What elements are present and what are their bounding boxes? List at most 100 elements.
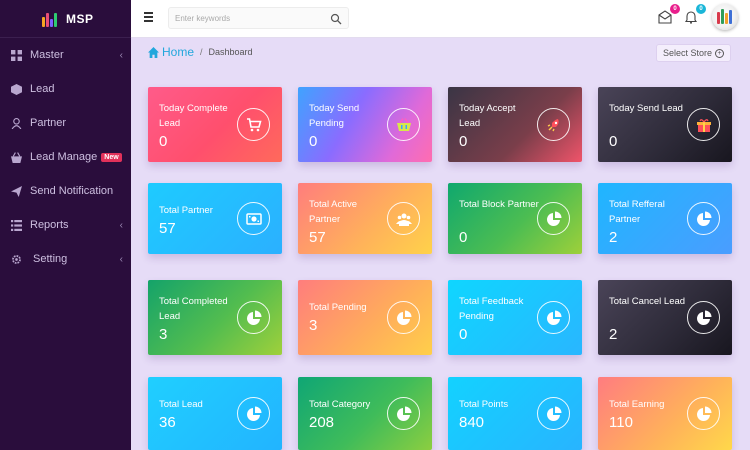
stat-card[interactable]: Today Complete Lead 0: [148, 87, 282, 162]
basket-icon: [10, 151, 22, 163]
search-icon[interactable]: [330, 12, 342, 25]
avatar[interactable]: [712, 4, 738, 30]
pie-icon: [537, 202, 570, 235]
sidebar-item-label: Send Notification: [30, 185, 114, 197]
stat-card[interactable]: Total Points 840: [448, 377, 582, 450]
topbar: 0 0: [131, 0, 750, 38]
stat-card-title: Today Accept Lead: [459, 103, 516, 129]
notification-button[interactable]: 0: [684, 4, 706, 26]
stat-card-title: Total Category: [309, 399, 371, 410]
select-store-button[interactable]: Select Store +: [655, 44, 731, 62]
stat-card-title: Total Partner: [159, 205, 213, 216]
stat-card[interactable]: Total Pending 3: [298, 280, 432, 355]
home-icon: [148, 46, 159, 58]
sidebar-item-label: Reports: [30, 219, 69, 231]
sidebar-item-label: Partner: [30, 117, 67, 129]
stat-card-value: 0: [459, 133, 468, 150]
mail-button[interactable]: 0: [658, 4, 680, 26]
brand-name: MSP: [66, 11, 94, 26]
basket-icon: [387, 108, 420, 141]
sidebar-item-label: Lead: [30, 83, 55, 95]
sidebar-item-master[interactable]: Master ‹: [0, 38, 131, 72]
sidebar-nav: Master ‹ Lead Partner Lead Manage New Se…: [0, 38, 131, 276]
stat-card[interactable]: Today Send Pending 0: [298, 87, 432, 162]
sidebar: MSP Master ‹ Lead Partner Lead Manage Ne…: [0, 0, 131, 450]
stat-card-value: 57: [159, 220, 176, 237]
brand-logo: [42, 11, 58, 27]
breadcrumb-home-link[interactable]: Home: [162, 45, 195, 59]
stat-card-value: 2: [609, 229, 618, 246]
stat-card[interactable]: Total Block Partner 0: [448, 183, 582, 254]
sidebar-item-partner[interactable]: Partner: [0, 106, 131, 140]
stat-card-value: 0: [309, 133, 318, 150]
gear-icon: [10, 253, 22, 265]
stat-card-value: 3: [159, 326, 168, 343]
brand[interactable]: MSP: [0, 0, 131, 38]
sidebar-item-reports[interactable]: Reports ‹: [0, 208, 131, 242]
select-store-label: Select Store: [662, 48, 712, 58]
stat-card[interactable]: Today Send Lead 0: [598, 87, 732, 162]
sidebar-item-label: Setting: [33, 253, 68, 265]
breadcrumb-separator: /: [200, 47, 203, 57]
sidebar-item-label: Master: [30, 49, 64, 61]
stat-card[interactable]: Total Category 208: [298, 377, 432, 450]
gift-icon: [687, 108, 720, 141]
stat-card[interactable]: Total Feedback Pending 0: [448, 280, 582, 355]
pie-icon: [537, 397, 570, 430]
stat-card[interactable]: Total Completed Lead 3: [148, 280, 282, 355]
stat-card-title: Today Send Pending: [309, 103, 360, 129]
stat-card-title: Total Points: [459, 399, 509, 410]
stat-card-title: Total Cancel Lead: [609, 296, 686, 307]
stat-card[interactable]: Total Active Partner 57: [298, 183, 432, 254]
user-icon: [10, 117, 22, 129]
pie-icon: [387, 301, 420, 334]
menu-toggle-icon[interactable]: [144, 12, 153, 22]
pie-icon: [387, 397, 420, 430]
mail-icon: [658, 10, 672, 24]
stat-card[interactable]: Today Accept Lead 0: [448, 87, 582, 162]
stat-card-value: 2: [609, 326, 618, 343]
stat-card[interactable]: Total Earning 110: [598, 377, 732, 450]
bell-icon: [684, 11, 698, 24]
stat-card-title: Total Block Partner: [459, 199, 539, 210]
pie-icon: [687, 202, 720, 235]
stat-card-value: 0: [459, 326, 468, 343]
pie-icon: [237, 397, 270, 430]
chevron-left-icon: ‹: [119, 253, 123, 265]
search-input[interactable]: [169, 8, 319, 29]
cart-icon: [237, 108, 270, 141]
stat-card-title: Total Earning: [609, 399, 665, 410]
sidebar-item-send-notification[interactable]: Send Notification: [0, 174, 131, 208]
pie-icon: [537, 301, 570, 334]
grid-icon: [10, 49, 22, 61]
sidebar-item-setting[interactable]: Setting ‹: [0, 242, 131, 276]
group-icon: [387, 202, 420, 235]
breadcrumb-current: Dashboard: [208, 47, 253, 57]
stat-card-title: Total Pending: [309, 302, 367, 313]
notification-count-badge: 0: [696, 4, 706, 14]
stat-card[interactable]: Total Refferal Partner 2: [598, 183, 732, 254]
stat-card-value: 36: [159, 414, 176, 431]
chevron-left-icon: ‹: [119, 219, 123, 231]
list-icon: [10, 219, 22, 231]
stat-card-title: Today Send Lead: [609, 103, 683, 114]
stat-card-value: 840: [459, 414, 485, 431]
stat-card-value: 57: [309, 229, 326, 246]
stat-card-title: Total Completed Lead: [159, 296, 228, 322]
breadcrumb: Home / Dashboard: [148, 45, 253, 59]
stat-card-title: Total Refferal Partner: [609, 199, 665, 225]
stat-card-value: 0: [159, 133, 168, 150]
rocket-icon: [537, 108, 570, 141]
sidebar-item-lead[interactable]: Lead: [0, 72, 131, 106]
stat-card[interactable]: Total Cancel Lead 2: [598, 280, 732, 355]
search-box: [168, 7, 349, 29]
plus-circle-icon: +: [715, 48, 724, 58]
pie-icon: [687, 397, 720, 430]
pie-icon: [237, 301, 270, 334]
cube-icon: [10, 83, 22, 95]
sidebar-item-lead-manage[interactable]: Lead Manage New: [0, 140, 131, 174]
money-icon: [237, 202, 270, 235]
stat-card[interactable]: Total Lead 36: [148, 377, 282, 450]
stat-card[interactable]: Total Partner 57: [148, 183, 282, 254]
send-icon: [10, 185, 22, 197]
